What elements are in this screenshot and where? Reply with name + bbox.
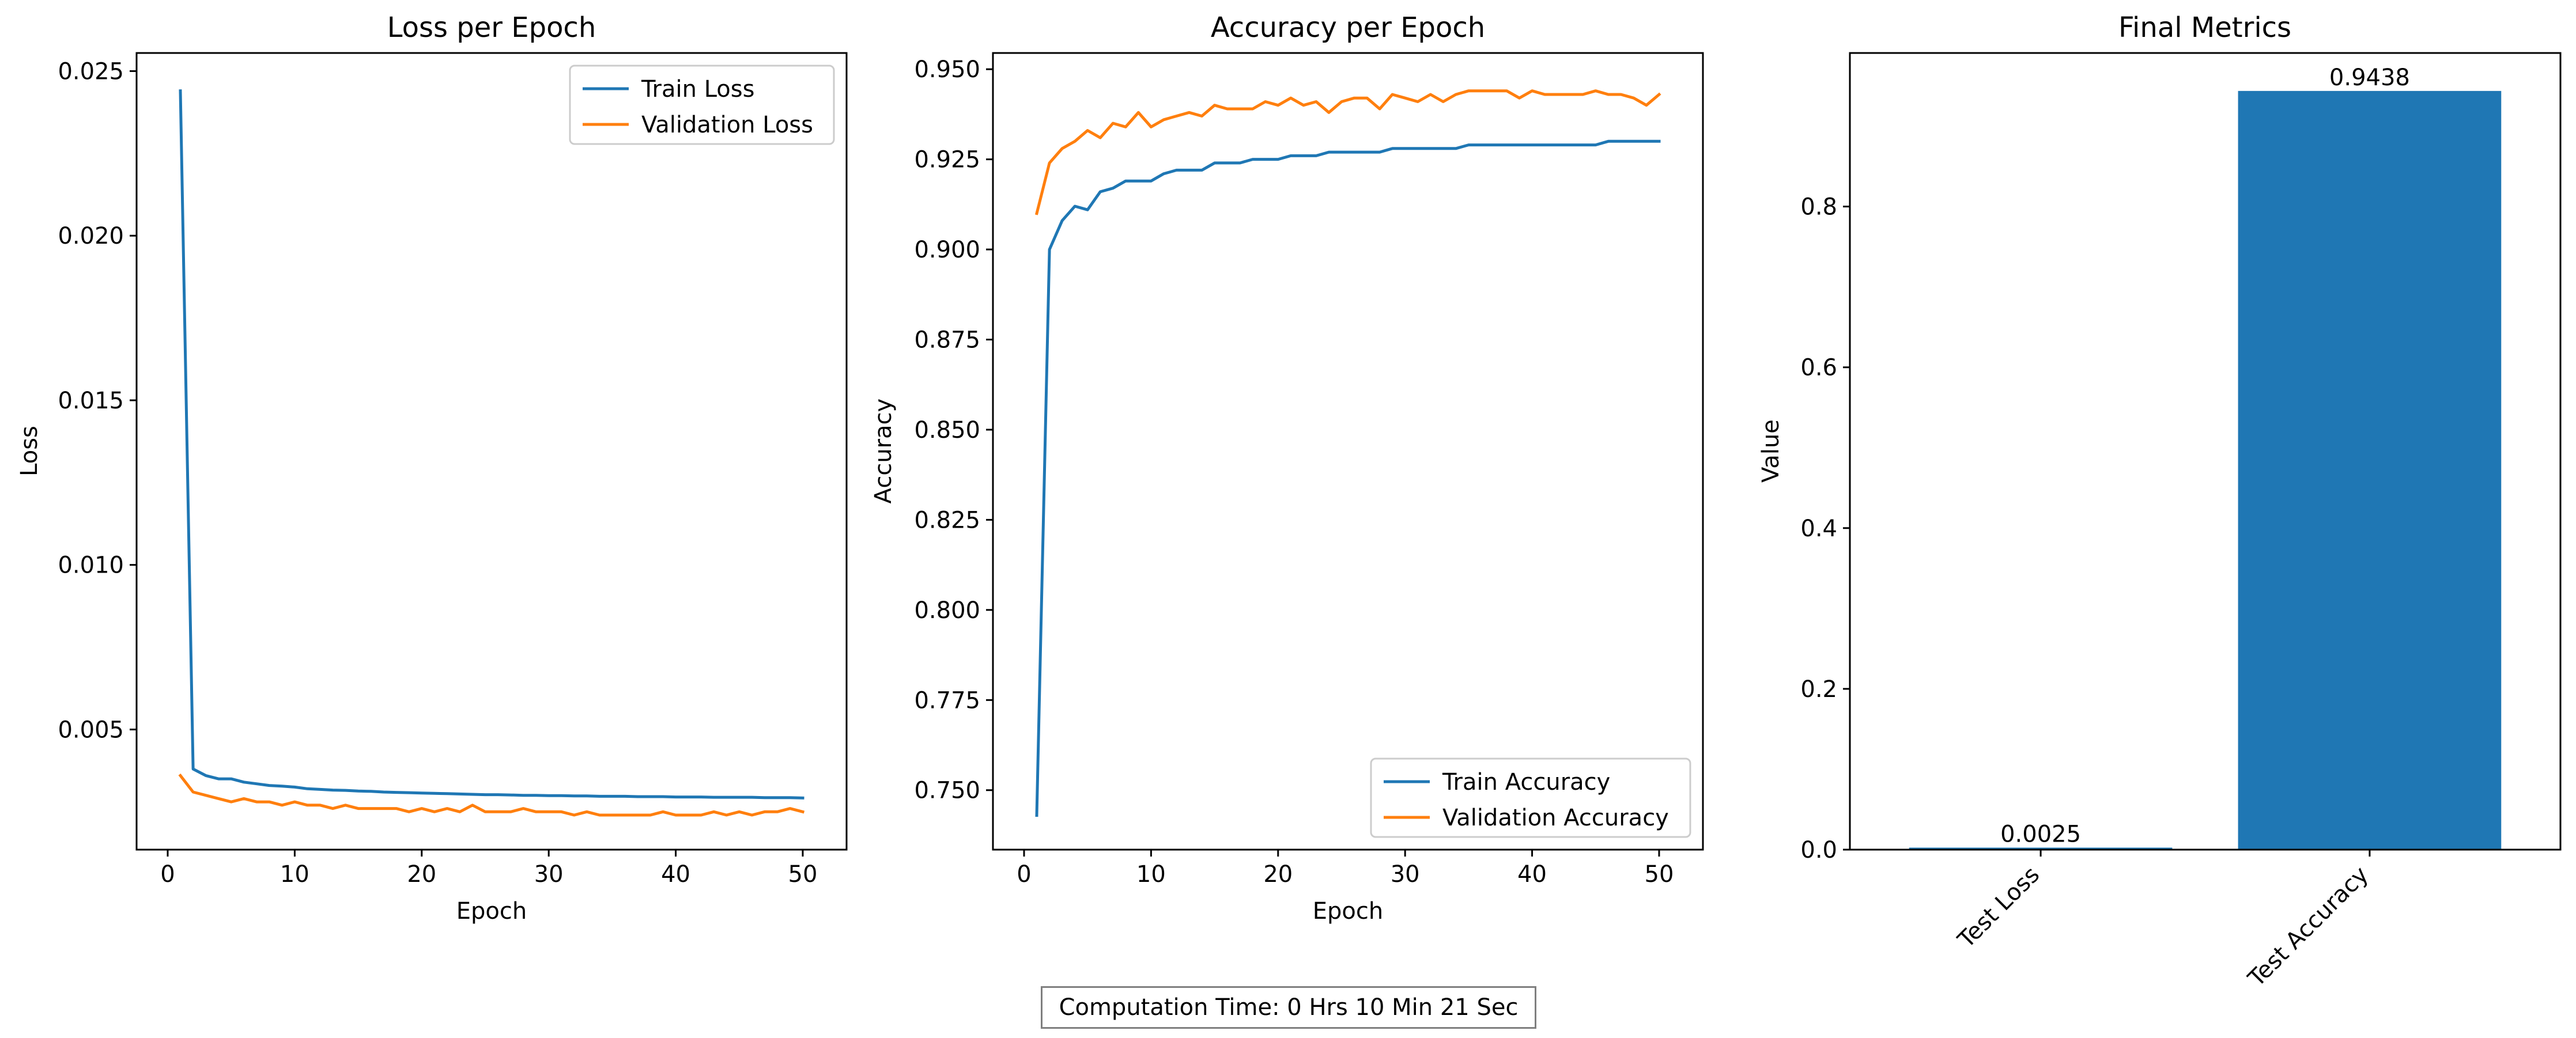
y-tick-label: 0.015 xyxy=(58,388,124,414)
loss-chart-y-axis-label: Loss xyxy=(16,426,43,476)
x-tick-label: 40 xyxy=(661,861,690,888)
test-loss-category-label: Test Loss xyxy=(1952,862,2045,954)
y-tick-label: 0.800 xyxy=(914,597,980,624)
x-tick-label: 20 xyxy=(407,861,436,888)
accuracy-chart-title: Accuracy per Epoch xyxy=(1211,12,1485,44)
x-tick-label: 0 xyxy=(1017,861,1031,888)
y-tick-label: 0.775 xyxy=(914,687,980,714)
final-metrics-chart-title: Final Metrics xyxy=(2118,12,2291,44)
loss-chart-frame xyxy=(135,52,848,851)
y-tick-label: 0.4 xyxy=(1800,516,1837,542)
accuracy-chart-x-axis-label: Epoch xyxy=(1313,898,1383,925)
x-tick-label: 40 xyxy=(1517,861,1547,888)
test-loss-value-label: 0.0025 xyxy=(2000,821,2081,848)
y-tick-label: 0.900 xyxy=(914,237,980,263)
loss-chart-title: Loss per Epoch xyxy=(387,12,596,44)
train-series-line xyxy=(179,89,804,800)
x-tick-label: 50 xyxy=(788,861,818,888)
loss-chart-marks: 0 10 20 30 40 50 0.005 0.010 0.015 0.020 0.025 xyxy=(58,58,817,888)
test-accuracy-bar xyxy=(2238,90,2502,850)
train-series-line xyxy=(1035,139,1661,817)
loss-chart-x-axis-label: Epoch xyxy=(456,898,527,925)
accuracy-chart-y-axis-label: Accuracy xyxy=(870,399,897,504)
y-tick-label: 0.8 xyxy=(1800,194,1837,221)
validation-series-line xyxy=(1034,89,1661,215)
x-tick-label: 30 xyxy=(1391,861,1420,888)
x-tick-label: 30 xyxy=(534,861,564,888)
y-tick-label: 0.005 xyxy=(58,717,124,743)
y-tick-label: 0.010 xyxy=(58,552,124,579)
accuracy-chart-marks: 0 10 20 30 40 50 0.750 0.775 0.800 0.825 0.850 0.87… xyxy=(914,56,1674,888)
x-tick-label: 0 xyxy=(160,861,175,888)
x-tick-label: 10 xyxy=(280,861,309,888)
x-tick-label: 50 xyxy=(1645,861,1674,888)
legend-label-validation: Validation Loss xyxy=(641,112,813,138)
y-tick-label: 0.850 xyxy=(914,417,980,444)
legend-box xyxy=(1370,757,1691,838)
y-tick-label: 0.750 xyxy=(914,778,980,804)
test-accuracy-category-label: Test Accuracy xyxy=(2243,862,2374,992)
y-tick-label: 0.0 xyxy=(1800,837,1837,863)
y-tick-label: 0.825 xyxy=(914,507,980,533)
loss-chart: Loss per Epoch 0 10 20 30 40 50 0.005 0.010 0.01… xyxy=(16,12,848,925)
final-metrics-chart-y-axis-label: Value xyxy=(1758,419,1784,483)
accuracy-chart-frame xyxy=(992,52,1704,851)
y-tick-label: 0.925 xyxy=(914,147,980,173)
x-tick-label: 10 xyxy=(1136,861,1166,888)
validation-series-line xyxy=(178,773,805,817)
y-tick-label: 0.020 xyxy=(58,223,124,249)
final-metrics-chart: Final Metrics 0.0 0.2 0.4 0.6 0.8 0.0025 Test … xyxy=(1758,12,2562,992)
final-metrics-chart-frame xyxy=(1849,52,2562,851)
y-tick-label: 0.875 xyxy=(914,327,980,354)
accuracy-chart-legend: Train Accuracy Validation Accuracy xyxy=(1370,757,1691,838)
computation-time-box: Computation Time: 0 Hrs 10 Min 21 Sec xyxy=(1041,986,1536,1029)
loss-chart-legend: Train Loss Validation Loss xyxy=(569,65,835,145)
x-tick-label: 20 xyxy=(1263,861,1293,888)
legend-label-train: Train Accuracy xyxy=(1442,769,1610,795)
y-tick-label: 0.6 xyxy=(1800,355,1837,381)
legend-label-validation: Validation Accuracy xyxy=(1442,805,1669,831)
test-loss-bar xyxy=(1909,847,2173,850)
y-tick-label: 0.025 xyxy=(58,58,124,85)
legend-label-train: Train Loss xyxy=(641,76,754,103)
test-accuracy-value-label: 0.9438 xyxy=(2329,65,2410,91)
y-tick-label: 0.2 xyxy=(1800,676,1837,703)
final-metrics-chart-marks: 0.0 0.2 0.4 0.6 0.8 0.0025 Test Loss 0.9438 Test… xyxy=(1800,65,2502,992)
legend-box xyxy=(569,65,835,145)
y-tick-label: 0.950 xyxy=(914,56,980,83)
computation-time-text: Computation Time: 0 Hrs 10 Min 21 Sec xyxy=(1059,994,1519,1021)
accuracy-chart: Accuracy per Epoch 0 10 20 30 40 50 0.750 0.775… xyxy=(870,12,1704,925)
